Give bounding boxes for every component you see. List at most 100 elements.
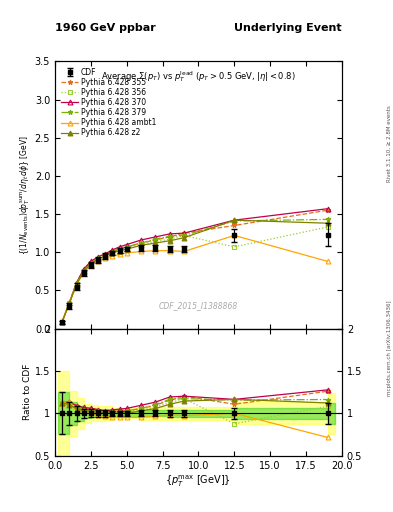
Pythia 6.428 356 bbox=[96, 256, 101, 262]
Pythia 6.428 355 bbox=[96, 254, 101, 261]
Pythia 6.428 z2 bbox=[103, 253, 108, 259]
Pythia 6.428 356 bbox=[81, 268, 86, 274]
Pythia 6.428 356 bbox=[153, 239, 158, 245]
Pythia 6.428 370 bbox=[167, 231, 172, 237]
Pythia 6.428 370 bbox=[117, 244, 122, 250]
Pythia 6.428 z2 bbox=[74, 281, 79, 287]
Pythia 6.428 379 bbox=[110, 249, 115, 255]
Pythia 6.428 355 bbox=[88, 259, 93, 265]
Pythia 6.428 379 bbox=[96, 255, 101, 262]
Line: Pythia 6.428 z2: Pythia 6.428 z2 bbox=[60, 218, 330, 324]
Pythia 6.428 ambt1 bbox=[139, 248, 143, 254]
Line: Pythia 6.428 370: Pythia 6.428 370 bbox=[60, 206, 330, 324]
Pythia 6.428 356 bbox=[88, 261, 93, 267]
Pythia 6.428 355 bbox=[182, 230, 187, 236]
Pythia 6.428 z2 bbox=[232, 217, 237, 223]
Pythia 6.428 ambt1 bbox=[325, 258, 330, 264]
Pythia 6.428 379 bbox=[232, 218, 237, 224]
Text: CDF_2015_I1388868: CDF_2015_I1388868 bbox=[159, 301, 238, 310]
Pythia 6.428 379 bbox=[139, 240, 143, 246]
Pythia 6.428 z2 bbox=[60, 318, 64, 325]
Pythia 6.428 ambt1 bbox=[125, 250, 129, 256]
Pythia 6.428 355 bbox=[232, 222, 237, 228]
Pythia 6.428 370 bbox=[96, 254, 101, 260]
Pythia 6.428 370 bbox=[103, 251, 108, 257]
Pythia 6.428 370 bbox=[81, 266, 86, 272]
Pythia 6.428 355 bbox=[117, 245, 122, 251]
Legend: CDF, Pythia 6.428 355, Pythia 6.428 356, Pythia 6.428 370, Pythia 6.428 379, Pyt: CDF, Pythia 6.428 355, Pythia 6.428 356,… bbox=[59, 65, 159, 140]
X-axis label: $\{p_T^\mathrm{max}$ [GeV]$\}$: $\{p_T^\mathrm{max}$ [GeV]$\}$ bbox=[165, 473, 231, 489]
Pythia 6.428 379 bbox=[88, 260, 93, 266]
Pythia 6.428 356 bbox=[67, 300, 72, 306]
Pythia 6.428 z2 bbox=[139, 242, 143, 248]
Pythia 6.428 356 bbox=[232, 244, 237, 250]
Line: Pythia 6.428 355: Pythia 6.428 355 bbox=[60, 208, 330, 324]
Pythia 6.428 355 bbox=[167, 234, 172, 240]
Pythia 6.428 370 bbox=[325, 206, 330, 212]
Pythia 6.428 370 bbox=[182, 230, 187, 236]
Pythia 6.428 370 bbox=[125, 242, 129, 248]
Pythia 6.428 379 bbox=[167, 233, 172, 239]
Pythia 6.428 355 bbox=[81, 267, 86, 273]
Pythia 6.428 379 bbox=[125, 244, 129, 250]
Pythia 6.428 ambt1 bbox=[167, 248, 172, 254]
Pythia 6.428 ambt1 bbox=[182, 248, 187, 254]
Text: Underlying Event: Underlying Event bbox=[234, 23, 342, 33]
Line: Pythia 6.428 ambt1: Pythia 6.428 ambt1 bbox=[60, 233, 330, 324]
Pythia 6.428 z2 bbox=[88, 261, 93, 267]
Pythia 6.428 z2 bbox=[110, 250, 115, 256]
Pythia 6.428 ambt1 bbox=[232, 232, 237, 239]
Pythia 6.428 379 bbox=[103, 252, 108, 259]
Pythia 6.428 ambt1 bbox=[153, 248, 158, 254]
Pythia 6.428 379 bbox=[117, 246, 122, 252]
Pythia 6.428 355 bbox=[67, 300, 72, 306]
Pythia 6.428 ambt1 bbox=[96, 258, 101, 264]
Text: Average $\Sigma(p_T)$ vs $p_T^\mathrm{lead}$ ($p_T > 0.5$ GeV, $|\eta| < 0.8$): Average $\Sigma(p_T)$ vs $p_T^\mathrm{le… bbox=[101, 70, 296, 84]
Line: Pythia 6.428 356: Pythia 6.428 356 bbox=[60, 225, 330, 324]
Pythia 6.428 356 bbox=[325, 224, 330, 230]
Pythia 6.428 ambt1 bbox=[88, 262, 93, 268]
Pythia 6.428 370 bbox=[232, 217, 237, 223]
Pythia 6.428 356 bbox=[74, 281, 79, 287]
Pythia 6.428 z2 bbox=[325, 220, 330, 226]
Pythia 6.428 z2 bbox=[96, 256, 101, 262]
Pythia 6.428 z2 bbox=[81, 268, 86, 274]
Pythia 6.428 379 bbox=[182, 232, 187, 239]
Pythia 6.428 379 bbox=[74, 281, 79, 287]
Pythia 6.428 379 bbox=[67, 300, 72, 306]
Pythia 6.428 z2 bbox=[167, 238, 172, 244]
Pythia 6.428 355 bbox=[60, 318, 64, 325]
Pythia 6.428 z2 bbox=[117, 248, 122, 254]
Pythia 6.428 356 bbox=[167, 236, 172, 242]
Pythia 6.428 356 bbox=[139, 242, 143, 248]
Pythia 6.428 ambt1 bbox=[110, 253, 115, 259]
Y-axis label: Ratio to CDF: Ratio to CDF bbox=[23, 364, 32, 420]
Pythia 6.428 370 bbox=[60, 318, 64, 325]
Text: mcplots.cern.ch [arXiv:1306.3436]: mcplots.cern.ch [arXiv:1306.3436] bbox=[387, 301, 391, 396]
Pythia 6.428 370 bbox=[74, 280, 79, 286]
Pythia 6.428 370 bbox=[88, 258, 93, 264]
Line: Pythia 6.428 379: Pythia 6.428 379 bbox=[60, 217, 330, 324]
Pythia 6.428 356 bbox=[182, 232, 187, 239]
Pythia 6.428 z2 bbox=[67, 300, 72, 306]
Pythia 6.428 356 bbox=[117, 247, 122, 253]
Pythia 6.428 ambt1 bbox=[67, 300, 72, 306]
Pythia 6.428 355 bbox=[74, 280, 79, 286]
Text: Rivet 3.1.10, ≥ 2.8M events: Rivet 3.1.10, ≥ 2.8M events bbox=[387, 105, 391, 182]
Pythia 6.428 356 bbox=[110, 249, 115, 255]
Text: 1960 GeV ppbar: 1960 GeV ppbar bbox=[55, 23, 156, 33]
Pythia 6.428 356 bbox=[103, 252, 108, 259]
Pythia 6.428 370 bbox=[139, 237, 143, 243]
Y-axis label: $\{(1/N_\mathrm{events}) dp_T^\mathrm{sum}/d\eta_t\,d\phi\}$ [GeV]: $\{(1/N_\mathrm{events}) dp_T^\mathrm{su… bbox=[18, 135, 32, 255]
Pythia 6.428 355 bbox=[103, 251, 108, 258]
Pythia 6.428 355 bbox=[110, 248, 115, 254]
Pythia 6.428 379 bbox=[60, 318, 64, 325]
Pythia 6.428 z2 bbox=[182, 234, 187, 241]
Pythia 6.428 ambt1 bbox=[103, 255, 108, 262]
Pythia 6.428 ambt1 bbox=[74, 282, 79, 288]
Pythia 6.428 356 bbox=[125, 245, 129, 251]
Pythia 6.428 z2 bbox=[153, 240, 158, 246]
Pythia 6.428 379 bbox=[81, 267, 86, 273]
Pythia 6.428 370 bbox=[153, 234, 158, 240]
Pythia 6.428 355 bbox=[325, 207, 330, 214]
